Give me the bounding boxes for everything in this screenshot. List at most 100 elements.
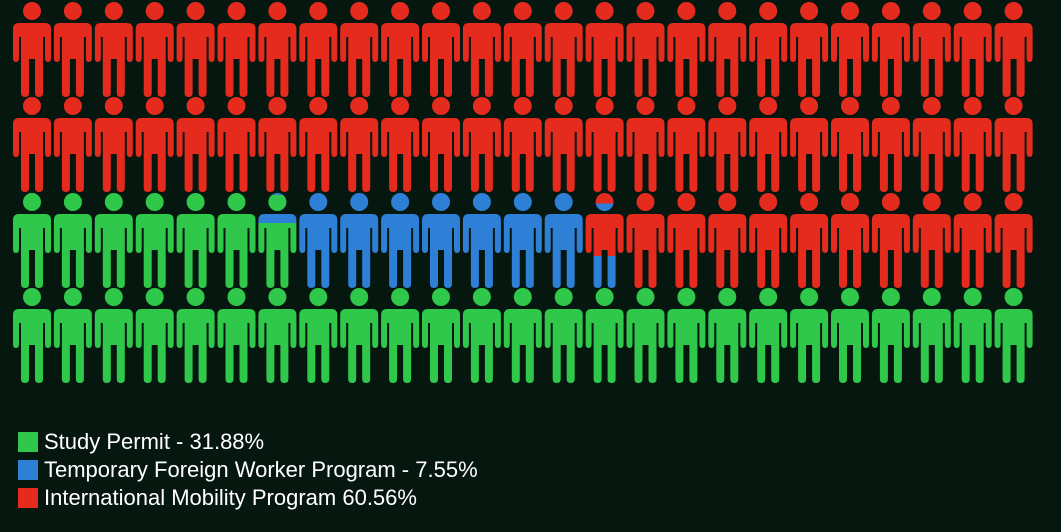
person-icon <box>422 288 460 383</box>
person-icon <box>953 2 992 97</box>
person-icon <box>871 288 910 383</box>
person-icon <box>176 97 215 192</box>
person-icon <box>94 2 133 97</box>
person-icon <box>544 97 583 192</box>
person-icon <box>381 288 420 383</box>
person-icon <box>912 2 951 97</box>
person-icon <box>299 97 338 192</box>
person-icon <box>422 2 460 97</box>
person-icon <box>53 97 92 192</box>
person-icon <box>503 2 542 97</box>
person-icon <box>217 97 256 192</box>
person-icon <box>176 193 215 288</box>
person-icon <box>381 193 420 288</box>
person-icon <box>258 288 297 383</box>
person-icon <box>462 288 501 383</box>
legend-item-temporary-foreign-worker: Temporary Foreign Worker Program - 7.55% <box>18 456 478 484</box>
person-icon <box>462 97 501 192</box>
person-icon <box>585 288 624 383</box>
legend-label-study-permit: Study Permit - 31.88% <box>44 429 265 454</box>
person-icon <box>53 193 92 288</box>
person-icon <box>299 193 338 288</box>
person-icon <box>258 193 297 288</box>
person-icon <box>953 193 992 288</box>
person-icon <box>381 97 420 192</box>
person-icon <box>258 97 297 192</box>
person-icon <box>831 288 869 383</box>
person-icon <box>708 288 747 383</box>
person-icon <box>340 97 379 192</box>
person-icon <box>749 288 788 383</box>
person-icon <box>994 2 1033 97</box>
person-icon <box>544 288 583 383</box>
legend-label-temporary-foreign-worker: Temporary Foreign Worker Program - 7.55% <box>44 457 478 482</box>
person-icon <box>667 97 706 192</box>
person-icon <box>871 193 910 288</box>
person-icon <box>708 97 747 192</box>
person-icon <box>217 288 256 383</box>
person-icon <box>749 2 788 97</box>
person-icon <box>994 193 1033 288</box>
legend: Study Permit - 31.88% Temporary Foreign … <box>18 428 478 512</box>
person-icon <box>135 193 174 288</box>
person-icon <box>912 288 951 383</box>
person-icon <box>953 97 992 192</box>
person-icon <box>831 97 869 192</box>
person-icon <box>831 2 869 97</box>
person-icon <box>94 288 133 383</box>
person-icon <box>135 288 174 383</box>
person-icon <box>135 2 174 97</box>
person-icon <box>94 97 133 192</box>
legend-label-international-mobility: International Mobility Program 60.56% <box>44 485 417 510</box>
person-icon <box>585 193 624 288</box>
person-icon <box>667 193 706 288</box>
person-icon <box>544 193 583 288</box>
person-icon <box>994 97 1033 192</box>
person-icon <box>299 288 338 383</box>
person-icon <box>912 97 951 192</box>
person-icon <box>871 97 910 192</box>
person-icon <box>94 193 133 288</box>
person-icon <box>953 288 992 383</box>
person-icon <box>626 2 665 97</box>
legend-item-international-mobility: International Mobility Program 60.56% <box>18 484 478 512</box>
person-icon <box>871 2 910 97</box>
person-icon <box>13 288 51 383</box>
person-icon <box>258 2 297 97</box>
person-icon <box>340 193 379 288</box>
person-icon <box>790 2 829 97</box>
person-icon <box>462 193 501 288</box>
person-icon <box>503 97 542 192</box>
person-icon <box>749 193 788 288</box>
person-icon <box>503 288 542 383</box>
legend-swatch-temporary-foreign-worker <box>18 460 38 480</box>
person-icon <box>462 2 501 97</box>
person-icon <box>790 288 829 383</box>
person-icon <box>422 97 460 192</box>
person-icon <box>667 288 706 383</box>
person-icon <box>749 97 788 192</box>
person-icon <box>176 2 215 97</box>
person-icon <box>217 193 256 288</box>
person-icon <box>53 288 92 383</box>
person-icon <box>626 97 665 192</box>
legend-swatch-international-mobility <box>18 488 38 508</box>
pictogram-chart <box>13 2 1033 383</box>
person-icon <box>340 2 379 97</box>
person-icon <box>503 193 542 288</box>
person-icon <box>585 2 624 97</box>
person-icon <box>790 193 829 288</box>
person-icon <box>912 193 951 288</box>
person-icon <box>340 288 379 383</box>
person-icon <box>667 2 706 97</box>
person-icon <box>381 2 420 97</box>
person-icon <box>626 193 665 288</box>
person-icon <box>299 2 338 97</box>
person-icon <box>135 97 174 192</box>
person-icon <box>708 2 747 97</box>
person-icon <box>831 193 869 288</box>
person-icon <box>53 2 92 97</box>
person-icon <box>13 97 51 192</box>
person-icon <box>708 193 747 288</box>
person-icon <box>790 97 829 192</box>
